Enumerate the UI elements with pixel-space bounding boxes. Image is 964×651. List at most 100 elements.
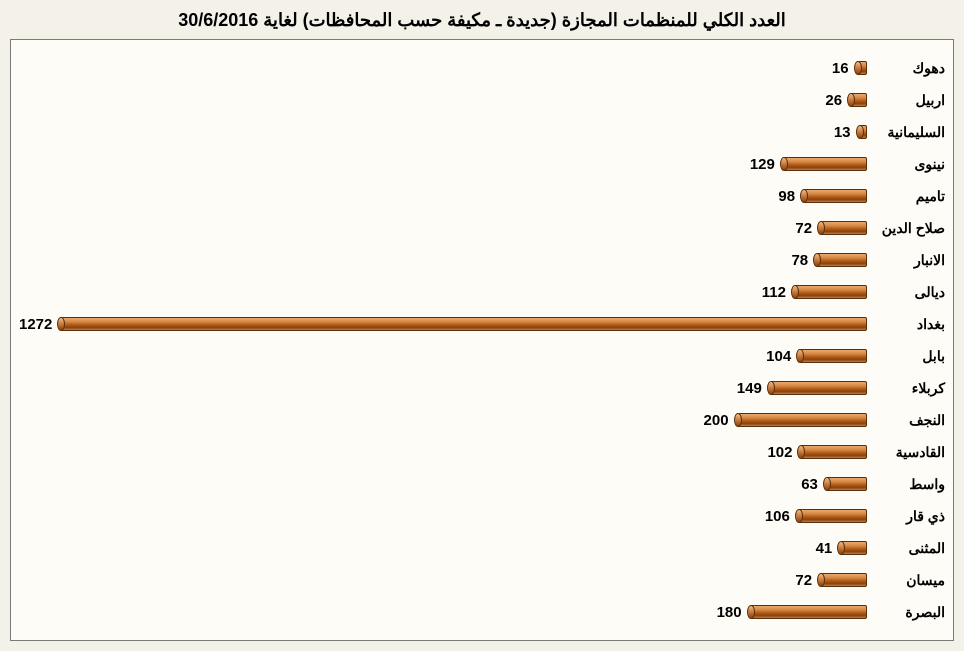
category-label: السليمانية <box>867 124 945 141</box>
bar-row: الانبار78 <box>19 244 945 276</box>
bar-row: المثنى 41 <box>19 532 945 564</box>
bar <box>826 477 867 491</box>
bar-track: 26 <box>19 84 867 116</box>
category-label: ديالى <box>867 284 945 301</box>
value-label: 26 <box>825 92 842 109</box>
category-label: القادسية <box>867 444 945 461</box>
bar-cap <box>797 445 805 459</box>
value-label: 112 <box>762 284 786 301</box>
bar-cap <box>767 381 775 395</box>
bar-row: البصرة 180 <box>19 596 945 628</box>
bar <box>803 189 867 203</box>
bar-track: 102 <box>19 436 867 468</box>
bar-cap <box>817 221 825 235</box>
bar <box>60 317 867 331</box>
bar-row: بغداد 1272 <box>19 308 945 340</box>
bar-track: 129 <box>19 148 867 180</box>
value-label: 41 <box>816 540 833 557</box>
bar-cap <box>780 157 788 171</box>
bar-track: 72 <box>19 212 867 244</box>
bar <box>800 445 867 459</box>
bar-track: 180 <box>19 596 867 628</box>
chart-title: العدد الكلي للمنظمات المجازة (جديدة ـ مك… <box>10 10 954 31</box>
category-label: بابل <box>867 348 945 365</box>
category-label: صلاح الدين <box>867 220 945 237</box>
bar <box>794 285 867 299</box>
bar-cap <box>837 541 845 555</box>
value-label: 63 <box>801 476 818 493</box>
bar <box>750 605 867 619</box>
bar-row: دهوك 16 <box>19 52 945 84</box>
value-label: 149 <box>737 380 762 397</box>
category-label: كربلاء <box>867 380 945 397</box>
bar-row: تاميم 98 <box>19 180 945 212</box>
bar-track: 149 <box>19 372 867 404</box>
bar-row: القادسية 102 <box>19 436 945 468</box>
bar-row: واسط 63 <box>19 468 945 500</box>
value-label: 72 <box>795 572 812 589</box>
bar-track: 106 <box>19 500 867 532</box>
value-label: 106 <box>765 508 790 525</box>
bar-cap <box>817 573 825 587</box>
bar <box>850 93 867 107</box>
category-label: ميسان <box>867 572 945 589</box>
bar-track: 41 <box>19 532 867 564</box>
category-label: نينوى <box>867 156 945 173</box>
bar <box>816 253 867 267</box>
category-label: البصرة <box>867 604 945 621</box>
bar-row: صلاح الدين 72 <box>19 212 945 244</box>
value-label: 104 <box>766 348 791 365</box>
bar-track: 104 <box>19 340 867 372</box>
bar-track: 13 <box>19 116 867 148</box>
value-label: 102 <box>767 444 792 461</box>
category-label: الانبار <box>867 252 945 269</box>
category-label: واسط <box>867 476 945 493</box>
bar-cap <box>734 413 742 427</box>
bar <box>798 509 867 523</box>
value-label: 16 <box>832 60 849 77</box>
value-label: 129 <box>750 156 775 173</box>
bar-cap <box>796 349 804 363</box>
bar-cap <box>847 93 855 107</box>
bar <box>857 61 867 75</box>
bar <box>799 349 867 363</box>
bar-cap <box>856 125 864 139</box>
bar <box>859 125 867 139</box>
bar-row: النجف200 <box>19 404 945 436</box>
bar-cap <box>57 317 65 331</box>
chart-container: العدد الكلي للمنظمات المجازة (جديدة ـ مك… <box>10 10 954 641</box>
bar-track: 1272 <box>19 308 867 340</box>
bar-cap <box>800 189 808 203</box>
category-label: ذي قار <box>867 508 945 525</box>
category-label: تاميم <box>867 188 945 205</box>
bar <box>820 221 867 235</box>
bar-row: كربلاء 149 <box>19 372 945 404</box>
category-label: المثنى <box>867 540 945 557</box>
bar-row: ديالى 112 <box>19 276 945 308</box>
bar-track: 78 <box>19 244 867 276</box>
bar-cap <box>747 605 755 619</box>
category-label: دهوك <box>867 60 945 77</box>
value-label: 180 <box>717 604 742 621</box>
bar <box>770 381 867 395</box>
value-label: 1272 <box>19 316 52 333</box>
bar-track: 63 <box>19 468 867 500</box>
bar-track: 112 <box>19 276 867 308</box>
bar-row: اربيل 26 <box>19 84 945 116</box>
bar <box>783 157 867 171</box>
bar-cap <box>823 477 831 491</box>
value-label: 200 <box>704 412 729 429</box>
category-label: بغداد <box>867 316 945 333</box>
bar-row: ميسان 72 <box>19 564 945 596</box>
bar <box>840 541 867 555</box>
bar-row: نينوى 129 <box>19 148 945 180</box>
bar <box>820 573 867 587</box>
plot-area: دهوك 16 اربيل 26 السليمانية13نينوى 129 تاميم 98… <box>10 39 954 641</box>
value-label: 98 <box>778 188 795 205</box>
bar-cap <box>813 253 821 267</box>
bar-track: 16 <box>19 52 867 84</box>
category-label: اربيل <box>867 92 945 109</box>
bar-row: بابل 104 <box>19 340 945 372</box>
value-label: 72 <box>795 220 812 237</box>
bar-row: ذي قار 106 <box>19 500 945 532</box>
